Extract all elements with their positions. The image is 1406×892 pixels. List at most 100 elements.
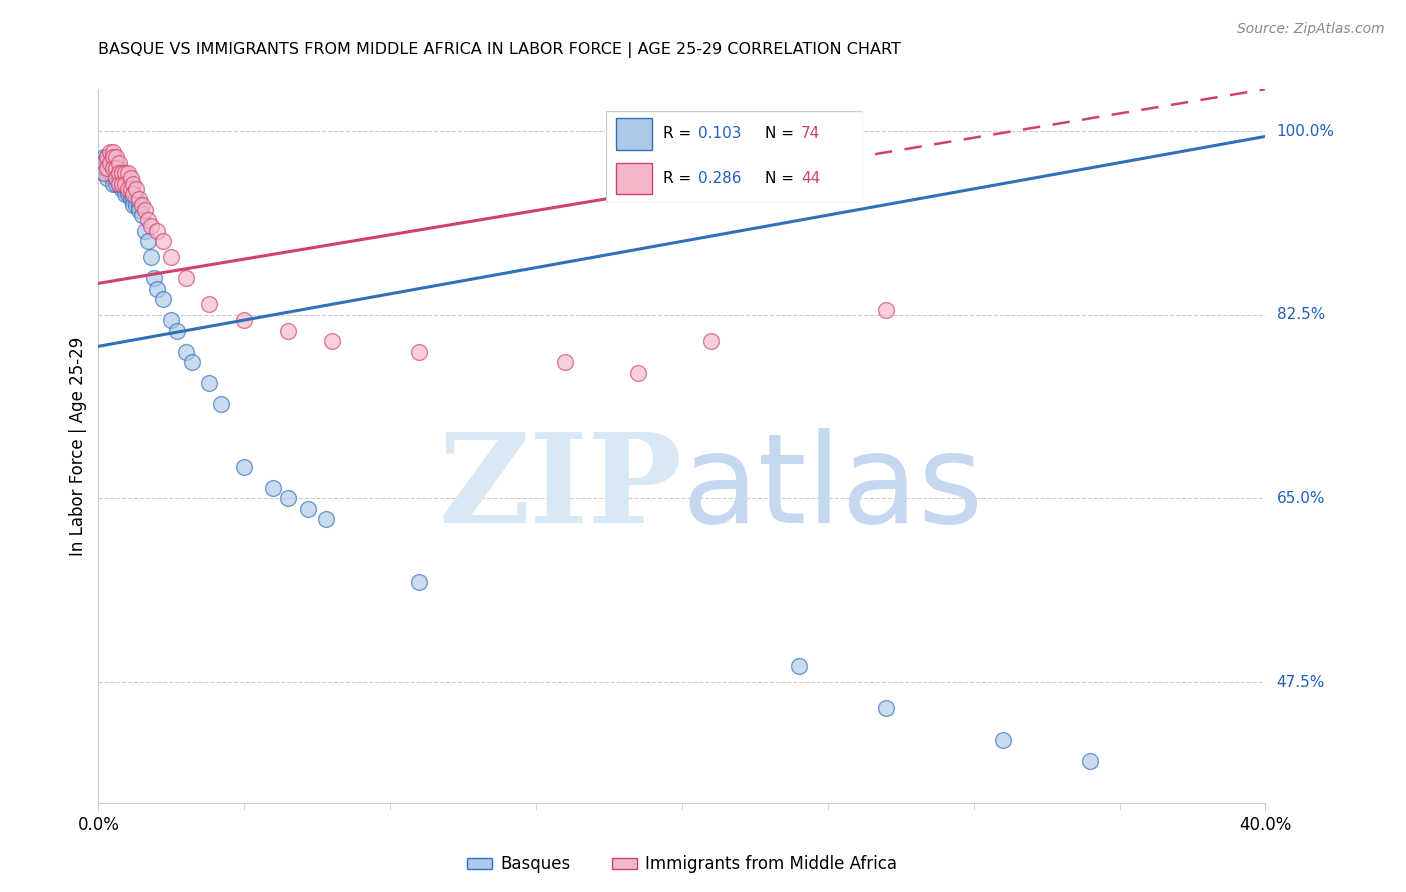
Point (408, 575, 430, 590)
Text: R =: R = (662, 127, 696, 141)
Point (122, 187, 145, 202)
Point (117, 177, 139, 191)
Point (554, 355, 576, 369)
Point (114, 171, 136, 186)
Point (104, 171, 127, 186)
Point (98, 166, 121, 180)
Text: ZIP: ZIP (439, 428, 682, 549)
Point (117, 182, 139, 196)
Text: N =: N = (765, 127, 799, 141)
Point (117, 182, 139, 196)
Point (128, 197, 150, 211)
Point (787, 659, 810, 673)
Text: atlas: atlas (682, 428, 984, 549)
Point (108, 166, 131, 180)
Point (90, 155, 112, 169)
Point (134, 224, 156, 238)
Point (152, 235, 174, 249)
Text: N =: N = (765, 171, 799, 186)
Point (131, 197, 153, 211)
Point (96, 155, 118, 169)
Point (297, 502, 319, 516)
Text: 47.5%: 47.5% (1277, 674, 1324, 690)
Point (152, 292, 174, 306)
Point (114, 166, 136, 180)
Text: 44: 44 (801, 171, 821, 186)
Point (134, 202, 156, 217)
Point (111, 166, 134, 180)
Point (700, 334, 723, 348)
Point (90, 161, 112, 175)
Point (142, 271, 165, 285)
Legend: Basques, Immigrants from Middle Africa: Basques, Immigrants from Middle Africa (460, 849, 904, 880)
Point (108, 171, 131, 186)
Point (111, 171, 134, 186)
Point (104, 171, 127, 186)
Point (108, 166, 131, 180)
Point (104, 166, 127, 180)
Point (114, 182, 136, 196)
Point (101, 171, 124, 186)
Point (114, 177, 136, 191)
Point (104, 155, 127, 169)
Point (174, 271, 197, 285)
Point (262, 481, 284, 495)
Point (875, 302, 897, 317)
Point (93, 166, 115, 180)
Text: BASQUE VS IMMIGRANTS FROM MIDDLE AFRICA IN LABOR FORCE | AGE 25-29 CORRELATION C: BASQUE VS IMMIGRANTS FROM MIDDLE AFRICA … (98, 42, 901, 58)
Point (108, 155, 131, 169)
Point (131, 208, 153, 222)
Point (104, 177, 127, 191)
Point (96, 171, 118, 186)
Point (277, 491, 299, 506)
Point (128, 202, 150, 217)
Y-axis label: In Labor Force | Age 25-29: In Labor Force | Age 25-29 (69, 336, 87, 556)
Point (101, 161, 124, 175)
Point (98, 155, 121, 169)
Point (233, 313, 256, 327)
Point (136, 235, 159, 249)
Point (146, 282, 169, 296)
Point (991, 732, 1014, 747)
Point (93, 155, 115, 169)
Point (96, 150, 118, 164)
Point (101, 177, 124, 191)
Point (93, 166, 115, 180)
Point (315, 512, 337, 526)
Point (111, 182, 134, 196)
Point (174, 344, 197, 359)
Point (120, 182, 142, 196)
Text: 0.103: 0.103 (699, 127, 742, 141)
Point (96, 166, 118, 180)
Point (120, 193, 142, 207)
Point (122, 193, 145, 207)
Point (98, 150, 121, 164)
Point (117, 166, 139, 180)
Text: Source: ZipAtlas.com: Source: ZipAtlas.com (1237, 22, 1385, 37)
Point (93, 150, 115, 164)
Point (122, 177, 145, 191)
Point (101, 150, 124, 164)
Point (96, 161, 118, 175)
Point (122, 197, 145, 211)
Point (408, 344, 430, 359)
Point (111, 177, 134, 191)
Point (160, 250, 183, 264)
Point (277, 324, 299, 338)
Point (101, 166, 124, 180)
Point (122, 187, 145, 202)
Text: R =: R = (662, 171, 696, 186)
Point (166, 324, 188, 338)
Text: 0.286: 0.286 (699, 171, 742, 186)
Point (93, 155, 115, 169)
Text: 82.5%: 82.5% (1277, 308, 1324, 322)
Point (875, 701, 897, 715)
Point (98, 145, 121, 160)
Point (120, 182, 142, 196)
Point (125, 182, 148, 196)
Point (139, 250, 162, 264)
Point (108, 177, 131, 191)
Point (198, 376, 221, 390)
Point (114, 187, 136, 202)
Text: 65.0%: 65.0% (1277, 491, 1324, 506)
